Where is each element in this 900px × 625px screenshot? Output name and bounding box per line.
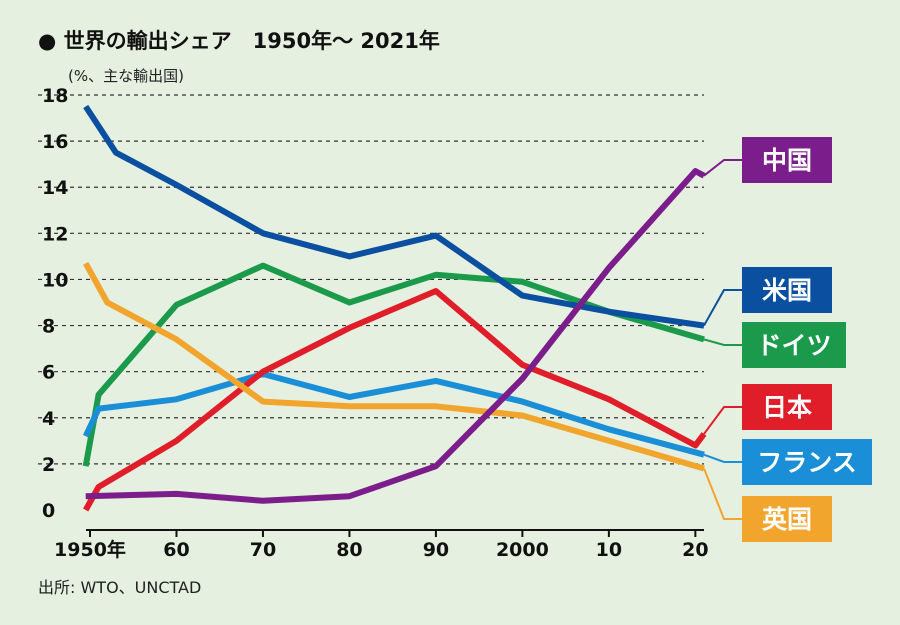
x-tick-1990: 90 (423, 539, 449, 561)
y-tick-18: 18 (42, 85, 68, 107)
grid (38, 94, 704, 465)
label-box-0 (742, 137, 832, 183)
label-leader-2 (703, 338, 742, 346)
x-axis-ticks: 1950年 60 70 80 90 2000 10 20 (54, 530, 709, 561)
y-tick-6: 6 (42, 362, 55, 384)
y-axis-ticks: 0 2 4 6 8 10 12 14 16 18 (42, 85, 68, 522)
label-box-4 (742, 439, 872, 485)
x-tick-1950: 1950年 (54, 538, 126, 561)
source-note: 出所: WTO、UNCTAD (38, 578, 201, 597)
label-text-3: 日本 (762, 393, 812, 422)
series-lines (82, 104, 707, 512)
x-tick-1970: 70 (250, 539, 276, 561)
label-box-1 (742, 267, 832, 313)
x-tick-1980: 80 (336, 539, 362, 561)
y-tick-2: 2 (42, 454, 55, 476)
y-tick-8: 8 (42, 316, 55, 338)
label-leader-5 (703, 468, 742, 520)
label-box-2 (742, 322, 846, 368)
x-tick-2020: 20 (682, 539, 708, 561)
y-tick-16: 16 (42, 131, 68, 153)
x-tick-2000: 2000 (496, 539, 549, 561)
x-tick-2010: 10 (596, 539, 622, 561)
label-leader-4 (703, 453, 742, 463)
series-line-4 (82, 371, 705, 458)
label-leader-1 (703, 289, 742, 327)
y-tick-12: 12 (42, 223, 68, 245)
label-text-2: ドイツ (756, 331, 831, 360)
label-leader-0 (703, 159, 742, 177)
x-tick-1960: 60 (163, 539, 189, 561)
chart-title: ● 世界の輸出シェア 1950年～ 2021年 (38, 29, 440, 53)
label-box-3 (742, 384, 832, 430)
label-text-5: 英国 (762, 505, 812, 534)
y-tick-14: 14 (42, 177, 68, 199)
label-leader-3 (703, 406, 742, 435)
y-tick-0: 0 (42, 500, 55, 522)
label-text-4: フランス (757, 448, 857, 477)
label-text-1: 米国 (762, 276, 812, 305)
series-line-5 (83, 261, 705, 472)
y-axis-unit: (%、主な輸出国) (68, 67, 184, 85)
series-line-0 (85, 168, 706, 504)
series-line-1 (83, 104, 705, 329)
label-box-5 (742, 496, 832, 542)
y-tick-10: 10 (42, 269, 68, 291)
series-line-3 (83, 288, 707, 512)
label-text-0: 中国 (762, 146, 812, 175)
y-tick-4: 4 (42, 408, 55, 430)
